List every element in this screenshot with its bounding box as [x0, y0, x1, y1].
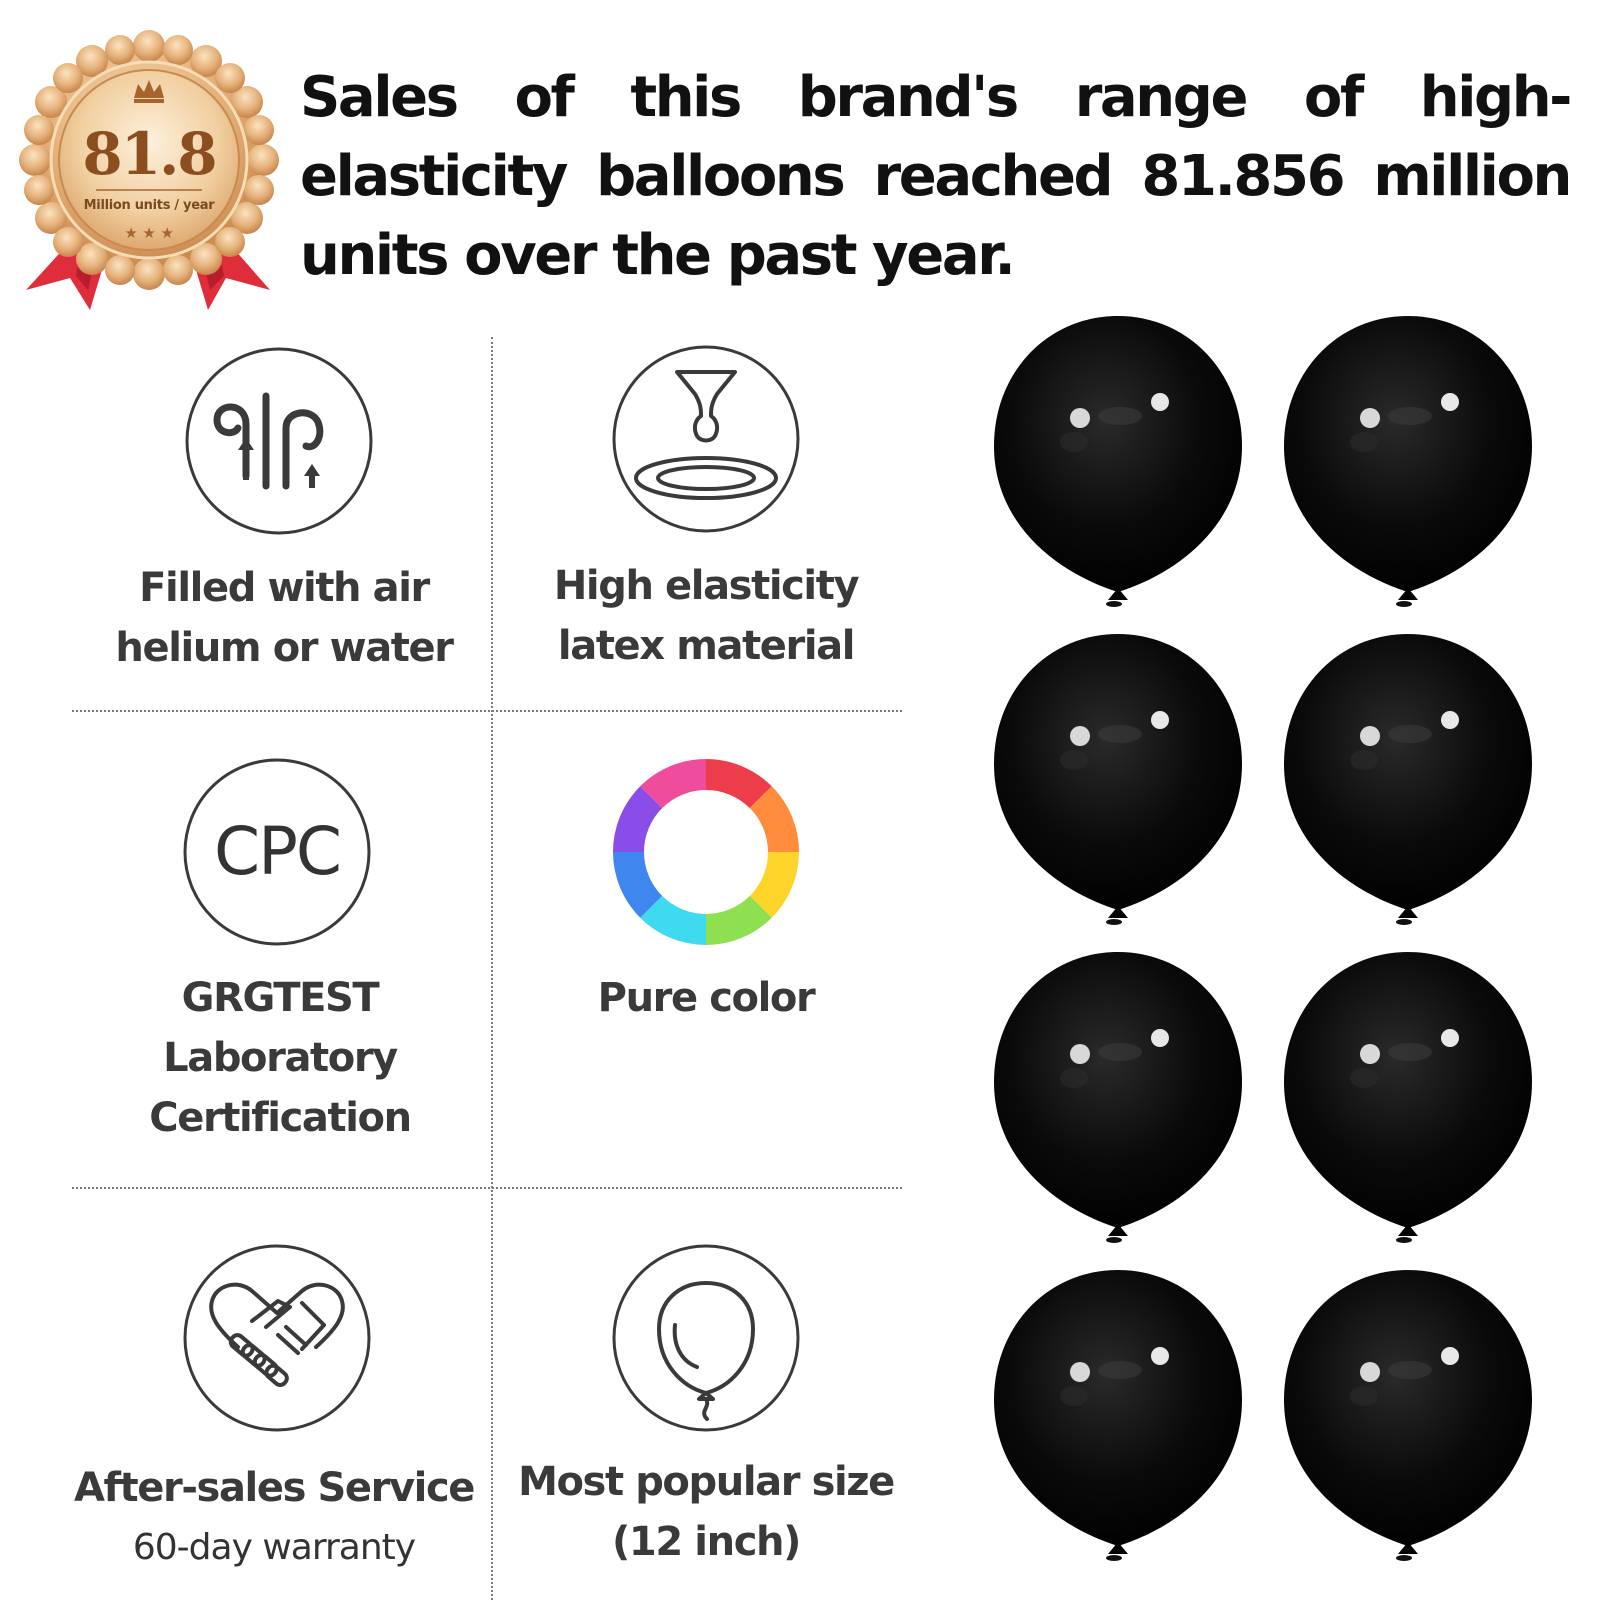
color-wheel-segment	[706, 895, 772, 945]
black-balloon	[1280, 630, 1536, 926]
feature-elastic-label: High elasticity latex material	[506, 556, 906, 676]
feature-service-label: After-sales Service 60-day warranty	[74, 1458, 475, 1578]
color-wheel-icon	[611, 757, 801, 947]
color-wheel-segment	[640, 759, 706, 809]
color-wheel-segment	[613, 786, 663, 852]
feature-size-line-1: Most popular size	[518, 1459, 895, 1505]
feature-size-label: Most popular size (12 inch)	[506, 1452, 906, 1572]
color-wheel-segment	[749, 852, 799, 918]
feature-color-label: Pure color	[506, 968, 906, 1028]
elastic-latex-icon	[611, 344, 801, 534]
feature-size-line-2: (12 inch)	[612, 1519, 801, 1565]
sales-badge: 81.8 Million units / year ★ ★ ★	[18, 28, 280, 318]
feature-air-line-2: helium or water	[115, 625, 454, 671]
feature-color-line-1: Pure color	[597, 975, 816, 1021]
feature-service-line-1: After-sales Service	[74, 1465, 475, 1511]
black-balloon	[990, 630, 1246, 926]
black-balloon	[990, 312, 1246, 608]
feature-air-line-1: Filled with air	[139, 565, 430, 611]
feature-service-sub: 60-day warranty	[132, 1527, 416, 1568]
grid-divider-horizontal	[72, 1187, 902, 1189]
grid-divider-horizontal	[72, 710, 902, 712]
feature-elastic-line-1: High elasticity	[553, 563, 860, 609]
balloon-outline-icon	[611, 1243, 801, 1433]
feature-cert-line-2: Laboratory	[163, 1035, 398, 1081]
handshake-heart-icon	[182, 1243, 372, 1433]
black-balloon	[1280, 312, 1536, 608]
headline: Sales of this brand's range of high-elas…	[300, 65, 1572, 288]
color-wheel-segment	[613, 852, 663, 918]
air-helium-water-icon	[184, 346, 374, 536]
black-balloon	[990, 1266, 1246, 1562]
black-balloon	[1280, 948, 1536, 1244]
black-balloon	[1280, 1266, 1536, 1562]
cpc-certification-icon: CPC	[182, 757, 372, 947]
color-wheel-segment	[706, 759, 772, 809]
cpc-text: CPC	[214, 813, 342, 890]
feature-air-label: Filled with air helium or water	[84, 558, 484, 678]
color-wheel-segment	[749, 786, 799, 852]
feature-cert-line-1: GRGTEST	[181, 975, 380, 1021]
color-wheel-segment	[640, 895, 706, 945]
award-medal-icon	[19, 30, 279, 310]
feature-cert-label: GRGTEST Laboratory Certification	[80, 968, 480, 1148]
feature-elastic-line-2: latex material	[557, 623, 856, 669]
black-balloon	[990, 948, 1246, 1244]
feature-cert-line-3: Certification	[149, 1095, 412, 1141]
grid-divider-vertical	[491, 337, 493, 1600]
